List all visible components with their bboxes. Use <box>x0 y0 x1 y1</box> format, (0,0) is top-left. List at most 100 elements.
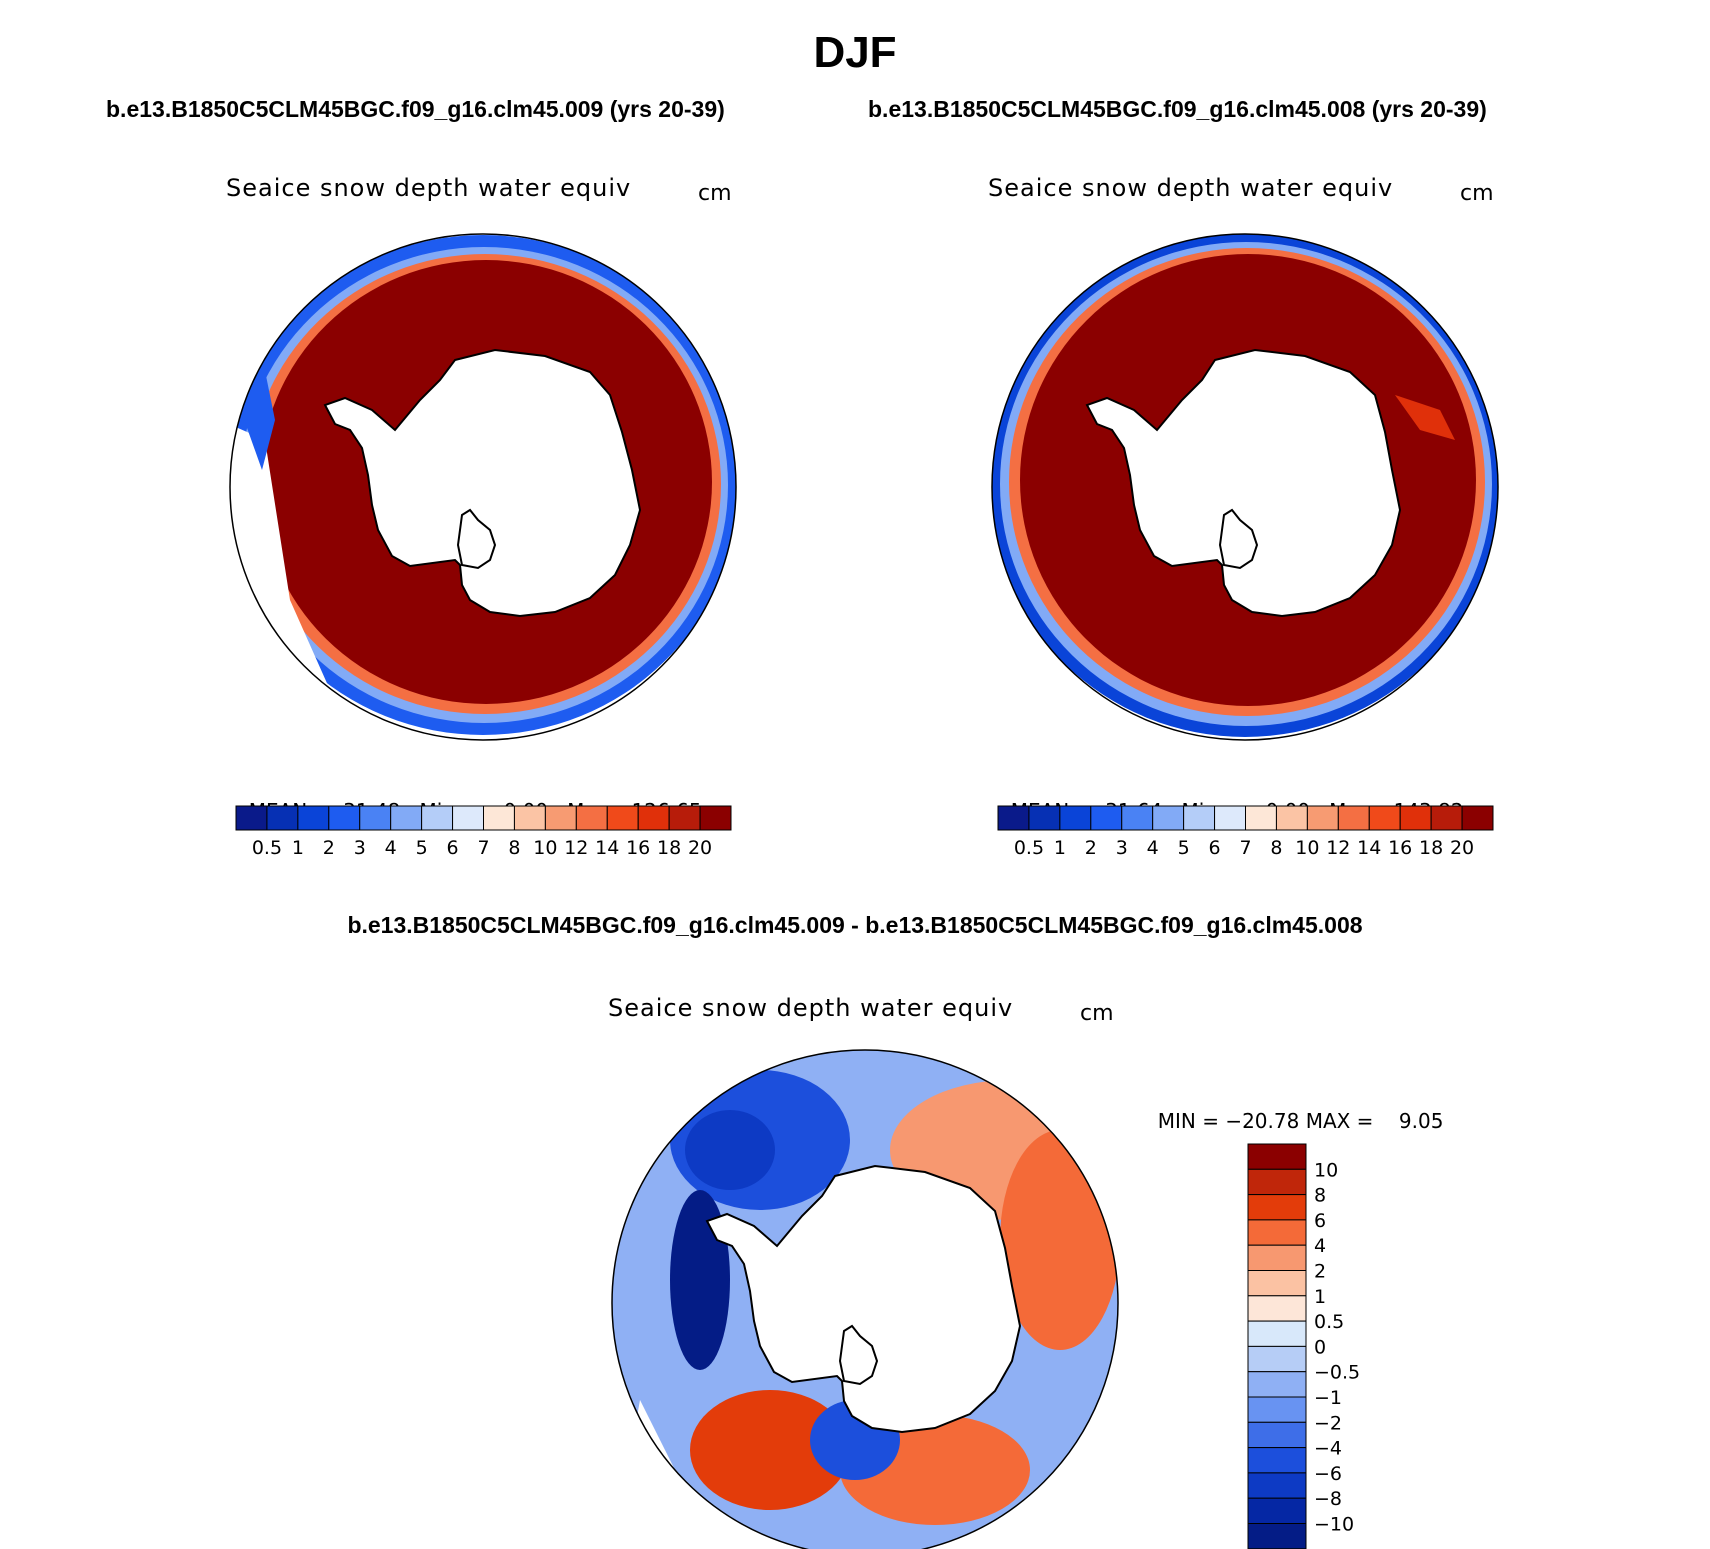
panel2-ross-ice-shelf <box>1218 508 1259 570</box>
diff-colorbar-box <box>1247 1523 1307 1549</box>
panel1-colorbar: 0.5 1 2 3 4 5 6 7 8 10 12 14 16 18 20 <box>235 805 732 859</box>
panel1-colorbar-box <box>575 805 608 831</box>
diff-min-label: MIN = <box>1157 1109 1219 1133</box>
panel2-colorbar-box <box>1214 805 1246 831</box>
panel1-colorbar-tick-label: 20 <box>688 837 712 859</box>
panel2-antarctica-coastline <box>1085 348 1402 618</box>
panel2-colorbar-tick-label: 3 <box>1116 837 1128 859</box>
panel2-colorbar-tick-label: 12 <box>1326 837 1350 859</box>
panel2-variable-title: Seaice snow depth water equiv <box>988 174 1394 202</box>
diff-colorbar-box <box>1247 1295 1307 1322</box>
panel1-colorbar-tick-label: 12 <box>564 837 588 859</box>
diff-ross-ice-shelf <box>838 1324 879 1386</box>
diff-colorbar-box <box>1247 1320 1307 1347</box>
panel1-colorbar-tick-label: 16 <box>626 837 650 859</box>
panel1-colorbar-tick-label: 5 <box>416 837 428 859</box>
panel1-colorbar-box <box>483 805 515 831</box>
panel2-colorbar-box <box>997 805 1030 831</box>
diff-colorbar-tick-label: 6 <box>1314 1210 1326 1232</box>
panel1-colorbar-tick-label: 4 <box>385 837 397 859</box>
diff-colorbar-box <box>1247 1345 1307 1373</box>
panel1-colorbar-tick-label: 7 <box>477 837 489 859</box>
diff-map-boundary <box>611 1049 1119 1549</box>
panel2-colorbar-tick-label: 2 <box>1085 837 1097 859</box>
panel2-colorbar-box <box>1121 805 1154 831</box>
panel1-colorbar-tick-label: 6 <box>447 837 459 859</box>
panel2-antarctica <box>1085 348 1402 618</box>
diff-colorbar-box <box>1247 1270 1307 1297</box>
diff-antarctica-coastline <box>705 1164 1022 1434</box>
diff-colorbar-tick-label: 4 <box>1314 1235 1326 1257</box>
diff-colorbar-box <box>1247 1143 1307 1170</box>
panel1-colorbar-box <box>359 805 392 831</box>
panel1-colorbar-box <box>544 805 577 831</box>
panel1-colorbar-box <box>699 805 732 831</box>
panel2-colorbar-box <box>1090 805 1123 831</box>
panel1-ross-ice-shelf <box>456 508 497 570</box>
panel2-colorbar-box <box>1275 805 1308 831</box>
panel2-colorbar-box <box>1461 805 1494 831</box>
panel2-colorbar-box <box>1152 805 1185 831</box>
diff-min-value: −20.78 <box>1225 1109 1300 1133</box>
diff-colorbar-box <box>1247 1168 1307 1196</box>
diff-colorbar-tick-label: −2 <box>1314 1412 1342 1434</box>
diff-strong-negative-nw <box>685 1110 775 1190</box>
case2-title: b.e13.B1850C5CLM45BGC.f09_g16.clm45.008 … <box>868 96 1487 122</box>
panel2-colorbar-tick-label: 4 <box>1147 837 1159 859</box>
panel1-colorbar-tick-label: 0.5 <box>252 837 282 859</box>
panel1-colorbar-box <box>513 805 546 831</box>
panel1-colorbar-box <box>668 805 701 831</box>
diff-colorbar-tick-label: 0.5 <box>1314 1311 1344 1333</box>
diff-min-max: MIN = −20.78 MAX = 9.05 <box>1145 1085 1444 1133</box>
panel2-colorbar-box <box>1430 805 1463 831</box>
diff-colorbar-box <box>1247 1447 1307 1474</box>
panel2-map-boundary <box>991 233 1499 741</box>
diff-colorbar-tick-label: −1 <box>1314 1387 1342 1409</box>
panel2-colorbar-box <box>1183 805 1216 831</box>
panel1-antarctica <box>323 348 642 618</box>
panel2-colorbar-tick-label: 18 <box>1419 837 1443 859</box>
panel2-shallow-patch <box>1395 395 1455 440</box>
panel1-colorbar-tick-label: 18 <box>657 837 681 859</box>
panel2-units: cm <box>1460 181 1494 206</box>
diff-colorbar-tick-label: 2 <box>1314 1261 1326 1283</box>
panel1-colorbar-tick-label: 3 <box>354 837 366 859</box>
diff-max-label: MAX = <box>1305 1109 1374 1133</box>
panel1-colorbar-tick-label: 2 <box>323 837 335 859</box>
panel2-colorbar-tick-label: 1 <box>1054 837 1066 859</box>
diff-units: cm <box>1080 1001 1114 1026</box>
panel1-colorbar-tick-label: 10 <box>533 837 557 859</box>
panel1-units: cm <box>698 181 732 206</box>
panel2-colorbar-tick-label: 0.5 <box>1014 837 1044 859</box>
panel1-colorbar-tick-label: 14 <box>595 837 619 859</box>
diff-colorbar-tick-label: 10 <box>1314 1159 1338 1181</box>
panel2-colorbar-tick-label: 5 <box>1178 837 1190 859</box>
diff-colorbar-box <box>1247 1244 1307 1271</box>
panel1-colorbar-box <box>452 805 484 831</box>
diff-colorbar-tick-label: −10 <box>1314 1514 1354 1536</box>
diff-colorbar-tick-label: −8 <box>1314 1488 1342 1510</box>
panel1-colorbar-box <box>328 805 361 831</box>
diff-colorbar-tick-label: 8 <box>1314 1185 1326 1207</box>
panel2-colorbar-box <box>1059 805 1092 831</box>
panel2-colorbar-box <box>1245 805 1277 831</box>
panel1-colorbar-box <box>297 805 330 831</box>
panel2-colorbar-tick-label: 8 <box>1270 837 1282 859</box>
panel2-colorbar-tick-label: 6 <box>1209 837 1221 859</box>
difference-title: b.e13.B1850C5CLM45BGC.f09_g16.clm45.009 … <box>347 912 1363 938</box>
figure-title: DJF <box>813 28 897 77</box>
panel1-colorbar-box <box>606 805 639 831</box>
panel1-variable-title: Seaice snow depth water equiv <box>226 174 632 202</box>
diff-colorbar: 10 8 6 4 2 1 0.5 0 −0.5 −1 −2 −4 −6 −8 −10 <box>1247 1143 1360 1549</box>
panel2-colorbar-box <box>1337 805 1370 831</box>
diff-colorbar-box <box>1247 1371 1307 1398</box>
diff-colorbar-box <box>1247 1219 1307 1246</box>
diff-colorbar-box <box>1247 1472 1307 1499</box>
panel2-colorbar-box <box>1368 805 1401 831</box>
case1-title: b.e13.B1850C5CLM45BGC.f09_g16.clm45.009 … <box>106 96 725 122</box>
panel2-colorbar-box <box>1399 805 1432 831</box>
panel2-colorbar-tick-label: 14 <box>1357 837 1381 859</box>
panel2-colorbar-tick-label: 7 <box>1239 837 1251 859</box>
panel2-colorbar-tick-label: 20 <box>1450 837 1474 859</box>
